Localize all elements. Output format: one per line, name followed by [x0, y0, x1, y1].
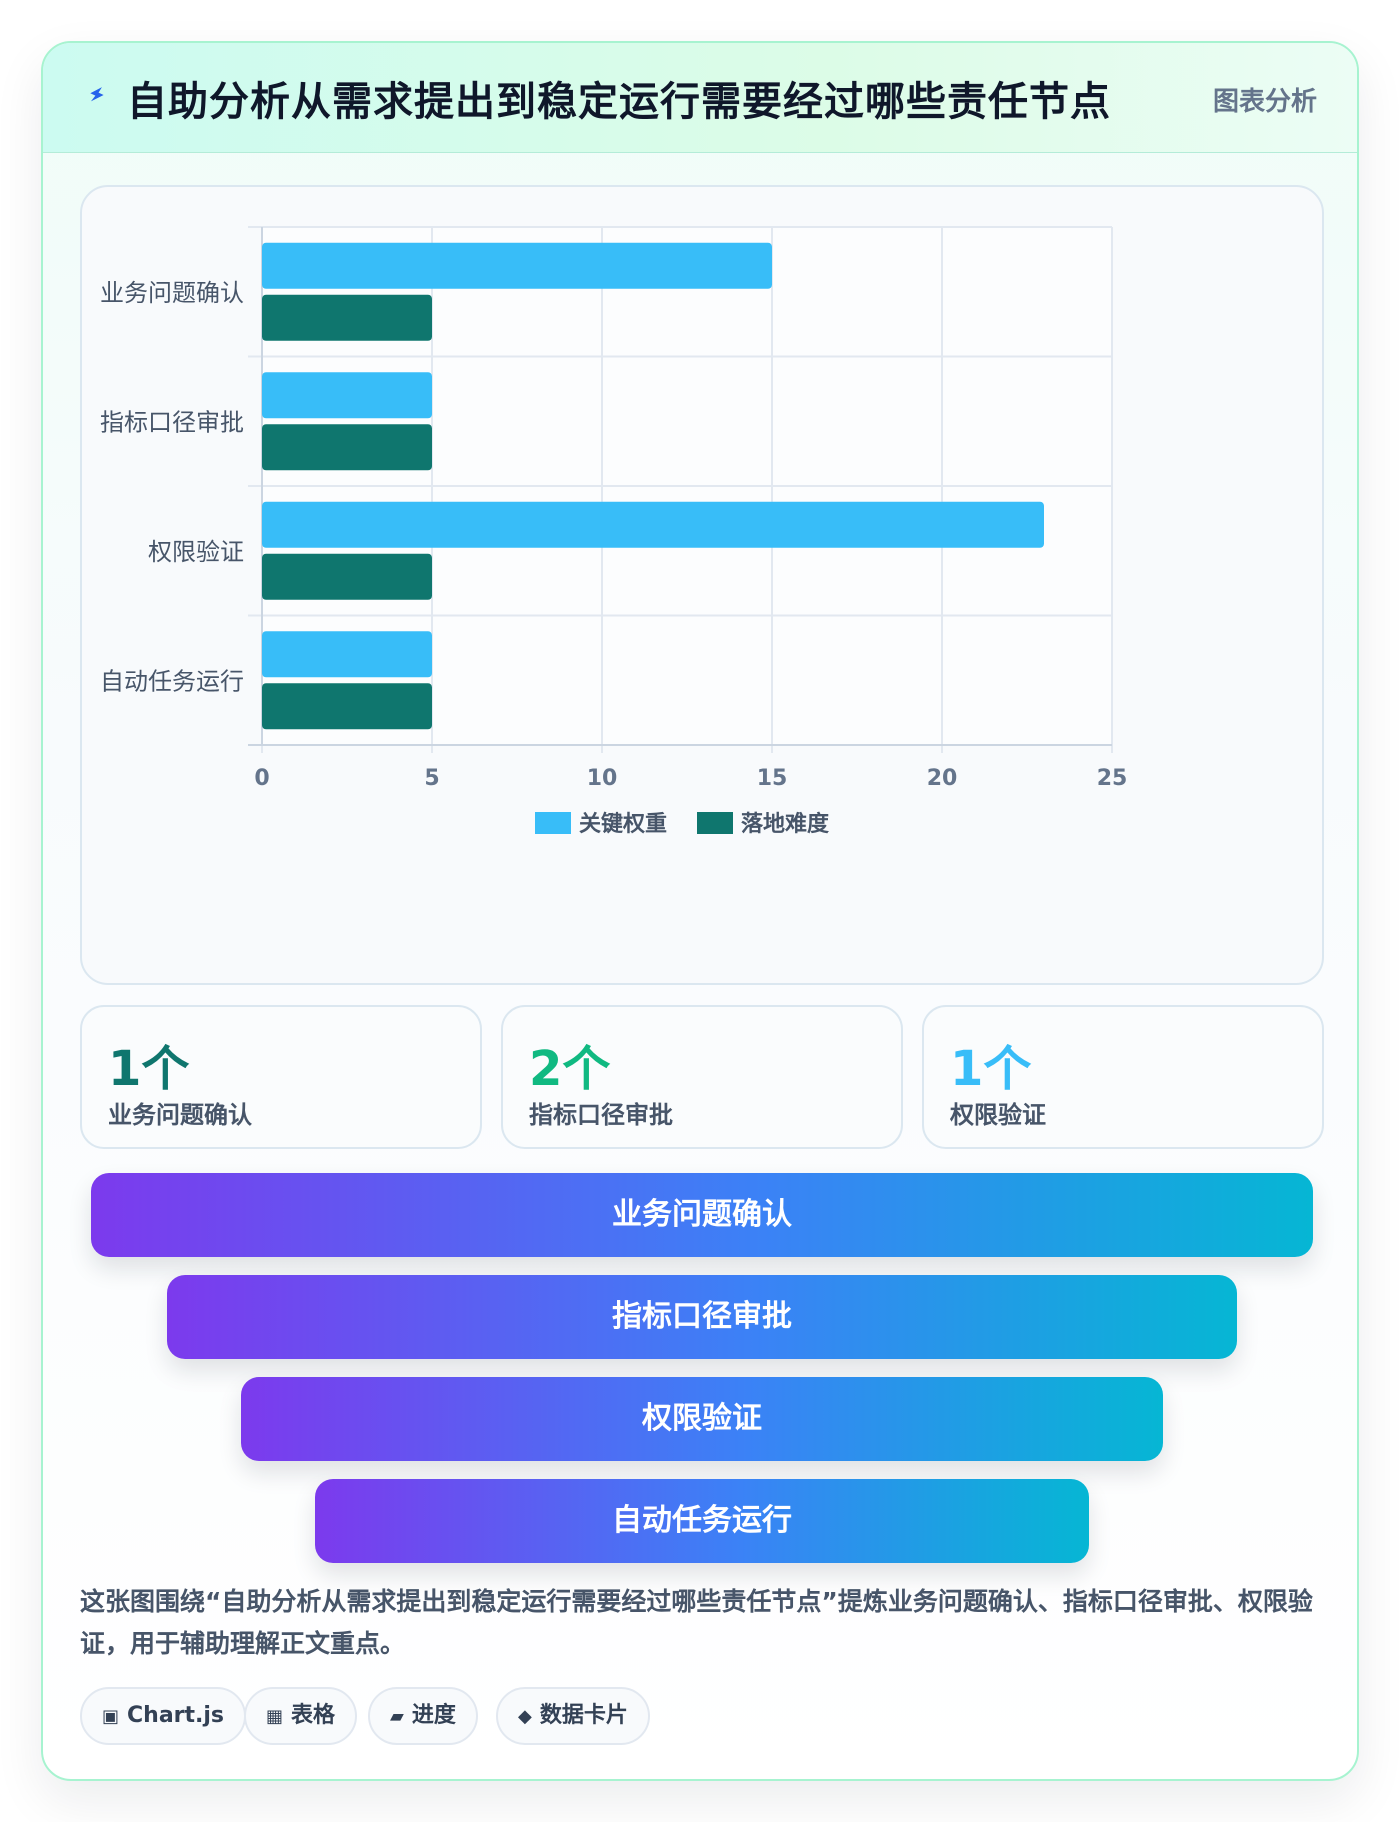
tag-table[interactable]: ▦ 表格 [244, 1687, 358, 1745]
tag-chartjs[interactable]: ▣ Chart.js [80, 1687, 247, 1745]
stat-card-3: 1个 权限验证 [922, 1005, 1324, 1149]
funnel-step-4: 自动任务运行 [315, 1479, 1089, 1563]
x-tick-label: 0 [254, 766, 269, 791]
funnel-step-2: 指标口径审批 [167, 1275, 1237, 1359]
chart-panel: 0 5 10 15 20 25 业务问题确认 指标口径审批权限验证自动任务运行关键权重 落地难度 [80, 185, 1324, 985]
legend-label: 落地难度 [741, 811, 830, 837]
page-title: 自助分析从需求提出到稳定运行需要经过哪些责任节点 [127, 79, 1111, 125]
x-tick-label: 25 [1097, 766, 1128, 791]
bar-key-weight [262, 631, 432, 678]
stat-label: 指标口径审批 [529, 1101, 673, 1129]
stat-label: 业务问题确认 [108, 1101, 252, 1129]
tag-data-card[interactable]: ◆ 数据卡片 [496, 1687, 650, 1745]
x-tick-label: 5 [424, 766, 439, 791]
bar-key-weight [262, 242, 772, 289]
bar-key-weight [262, 372, 432, 419]
stat-label: 权限验证 [950, 1101, 1046, 1129]
stat-value: 1个 [108, 1041, 190, 1097]
table-icon: ▦ [266, 1706, 284, 1727]
stat-value: 2个 [529, 1041, 611, 1097]
tag-label: 数据卡片 [539, 1703, 628, 1728]
y-tick-label: 业务问题确认 [100, 279, 244, 307]
stats-row: 1个 业务问题确认 2个 指标口径审批 1个 权限验证 [80, 1005, 1324, 1149]
stat-value: 1个 [950, 1041, 1032, 1097]
tag-label: Chart.js [127, 1703, 225, 1728]
y-tick-label: 指标口径审批 [100, 408, 244, 436]
chart-analysis-tag: 图表分析 [1212, 87, 1317, 117]
bar-difficulty [262, 294, 432, 341]
bar-difficulty [262, 683, 432, 730]
tag-label: 表格 [291, 1703, 336, 1728]
x-tick-label: 10 [587, 766, 618, 791]
x-tick-label: 20 [927, 766, 958, 791]
legend-swatch [697, 812, 733, 834]
summary-text: 这张图围绕“自助分析从需求提出到稳定运行需要经过哪些责任节点”提炼业务问题确认、… [80, 1587, 1313, 1658]
bar-difficulty [262, 424, 432, 471]
funnel-step-3: 权限验证 [241, 1377, 1163, 1461]
y-tick-label: 自动任务运行 [100, 667, 244, 695]
lightning-icon [90, 87, 104, 102]
chart-card: 自助分析从需求提出到稳定运行需要经过哪些责任节点 图表分析 0 5 10 15 20 25… [41, 41, 1359, 1781]
legend-label: 关键权重 [579, 811, 667, 837]
bar-key-weight [262, 501, 1044, 548]
bar-difficulty [262, 553, 432, 600]
stat-card-1: 1个 业务问题确认 [80, 1005, 482, 1149]
x-tick-label: 15 [757, 766, 788, 791]
tag-progress[interactable]: ▰ 进度 [368, 1687, 478, 1745]
tag-label: 进度 [411, 1703, 456, 1728]
funnel: 业务问题确认 指标口径审批 权限验证 自动任务运行 [43, 1173, 1357, 1573]
chart-icon: ▣ [102, 1706, 120, 1727]
funnel-step-1: 业务问题确认 [91, 1173, 1313, 1257]
card-header: 自助分析从需求提出到稳定运行需要经过哪些责任节点 图表分析 [43, 43, 1357, 153]
stat-card-2: 2个 指标口径审批 [501, 1005, 903, 1149]
diamond-icon: ◆ [518, 1706, 532, 1727]
progress-icon: ▰ [390, 1706, 404, 1727]
legend-swatch [535, 812, 571, 834]
y-tick-label: 权限验证 [148, 538, 244, 566]
